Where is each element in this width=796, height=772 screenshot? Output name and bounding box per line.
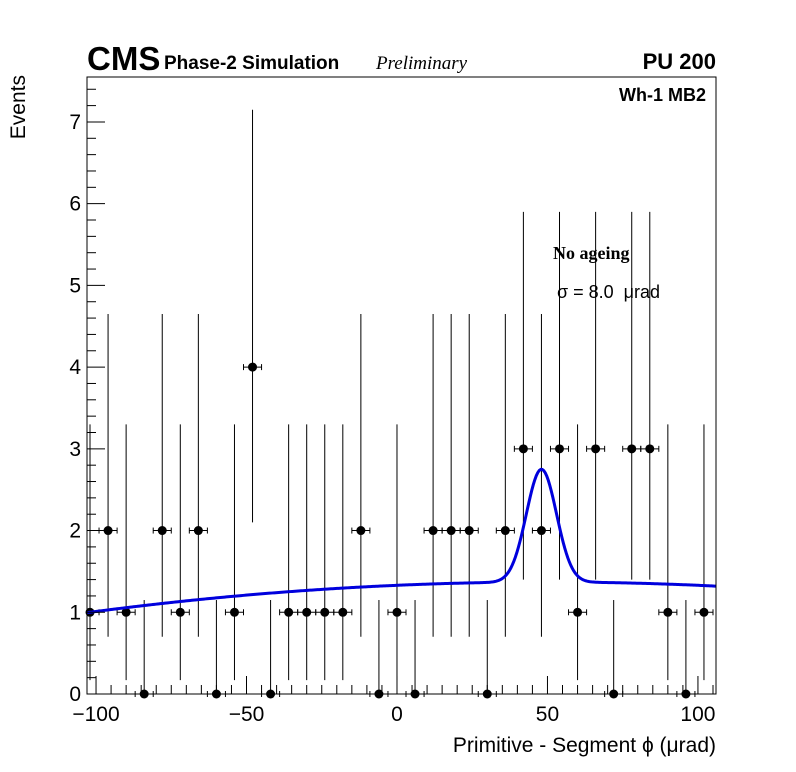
data-marker [573, 607, 583, 617]
data-point [640, 211, 660, 580]
data-marker [699, 607, 709, 617]
data-marker [248, 362, 258, 372]
data-point [188, 313, 208, 637]
data-point [333, 424, 353, 681]
data-marker [157, 526, 167, 536]
data-marker [446, 526, 456, 536]
y-tick-label: 6 [69, 193, 81, 216]
data-point [98, 313, 118, 637]
condition-label: No ageing [553, 243, 630, 263]
x-tick-label: −100 [72, 703, 119, 726]
chamber-label: Wh-1 MB2 [619, 85, 706, 105]
data-point [658, 424, 678, 681]
data-point [531, 313, 551, 637]
preliminary-label: Preliminary [375, 53, 468, 74]
data-point [279, 424, 299, 681]
data-marker [103, 526, 113, 536]
x-tick-label: 50 [536, 703, 559, 726]
data-point [513, 211, 533, 580]
data-point [152, 313, 172, 637]
data-point [622, 211, 642, 580]
x-tick-label: −50 [229, 703, 265, 726]
data-marker [555, 444, 565, 454]
data-marker [193, 526, 203, 536]
data-point [568, 424, 588, 681]
data-point [315, 424, 335, 681]
data-marker [229, 607, 239, 617]
y-tick-label: 5 [69, 274, 81, 297]
y-tick-label: 3 [69, 438, 81, 461]
data-point [351, 313, 371, 637]
data-marker [536, 526, 546, 536]
x-axis-label: Primitive - Segment ϕ (μrad) [453, 734, 716, 757]
x-tick-label: 100 [680, 703, 715, 726]
fit-curve [86, 467, 717, 615]
data-point [495, 313, 515, 637]
y-tick-label: 4 [69, 356, 81, 379]
data-marker [284, 607, 294, 617]
data-marker [591, 444, 601, 454]
data-point [242, 109, 263, 523]
data-marker [320, 607, 330, 617]
data-marker [338, 607, 348, 617]
axes: −100 −50 0 50 100 0 1 2 3 4 5 6 7 [69, 88, 715, 726]
data-point [549, 211, 570, 580]
y-tick-label: 2 [69, 520, 81, 543]
y-tick-label: 0 [69, 683, 81, 706]
sigma-label: σ = 8.0 μrad [557, 282, 660, 302]
data-marker [175, 607, 185, 617]
y-tick-label: 1 [69, 601, 81, 624]
data-marker [464, 526, 474, 536]
data-point [694, 424, 714, 681]
data-marker [645, 444, 655, 454]
phase2-label: Phase-2 Simulation [164, 53, 339, 74]
pileup-label: PU 200 [643, 49, 716, 74]
data-point [170, 424, 190, 681]
data-point [224, 424, 244, 681]
data-point [387, 424, 407, 681]
data-marker [302, 607, 312, 617]
y-tick-label: 7 [69, 111, 81, 134]
data-marker [663, 607, 673, 617]
data-marker [428, 526, 438, 536]
plot-area [85, 109, 717, 699]
data-marker [627, 444, 637, 454]
y-axis-label: Events [7, 75, 30, 139]
data-marker [356, 526, 366, 536]
data-marker [392, 607, 402, 617]
data-marker [500, 526, 510, 536]
x-tick-label: 0 [391, 703, 403, 726]
data-marker [518, 444, 528, 454]
cms-label: CMS [87, 40, 160, 77]
plot-frame [86, 76, 717, 695]
data-point [586, 211, 606, 580]
data-marker [121, 607, 131, 617]
